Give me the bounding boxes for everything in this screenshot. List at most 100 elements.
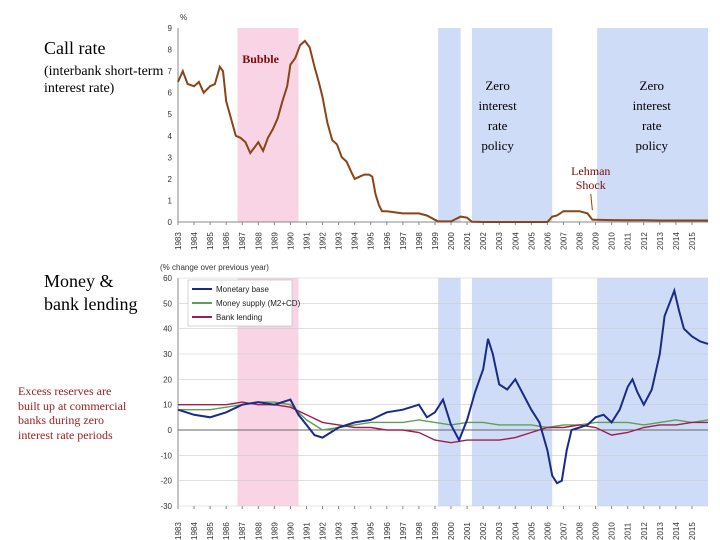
call-x-tick: 2006 [543, 232, 552, 250]
money-x-tick: 1986 [222, 522, 231, 540]
money-y-tick: -20 [160, 477, 172, 486]
call-x-tick: 2013 [656, 232, 665, 250]
money-y-unit: (% change over previous year) [160, 263, 269, 272]
money-x-tick: 1998 [415, 522, 424, 540]
call-x-tick: 2014 [672, 232, 681, 250]
call-x-tick: 1985 [206, 232, 215, 250]
zero-rate-annotation-1: interest [478, 98, 517, 113]
shade-top-zero-1 [438, 28, 461, 222]
shade-top-bubble-0 [237, 28, 299, 222]
call-x-tick: 1989 [270, 232, 279, 250]
series-line-monetary-base [177, 287, 709, 485]
call-x-tick: 1992 [319, 232, 328, 250]
call-x-tick: 2001 [463, 232, 472, 250]
call-x-tick: 1998 [415, 232, 424, 250]
call-rate-subtitle: (interbank short-term interest rate) [44, 64, 164, 96]
call-x-tick: 2002 [479, 232, 488, 250]
call-x-tick: 2011 [624, 232, 633, 250]
money-x-tick: 2008 [576, 522, 585, 540]
call-rate-line [177, 39, 708, 223]
money-x-tick: 2011 [624, 522, 633, 540]
lehman-annotation: Lehman [571, 164, 610, 178]
money-x-tick: 1988 [254, 522, 263, 540]
money-y-tick: 60 [163, 274, 172, 283]
zero-rate-annotation-2: interest [633, 98, 672, 113]
zero-rate-annotation-2: policy [636, 138, 669, 153]
money-x-tick: 1992 [319, 522, 328, 540]
call-y-tick: 3 [168, 153, 173, 162]
call-x-tick: 2007 [559, 232, 568, 250]
money-y-tick: 40 [163, 325, 172, 334]
money-x-tick: 1985 [206, 522, 215, 540]
call-x-tick: 1991 [302, 232, 311, 250]
money-y-tick: 30 [163, 350, 172, 359]
money-x-tick: 2003 [495, 522, 504, 540]
money-x-tick: 2015 [688, 522, 697, 540]
call-x-tick: 1984 [190, 232, 199, 250]
excess-reserves-note: Excess reserves are built up at commerci… [18, 384, 127, 442]
bubble-annotation: Bubble [242, 52, 279, 66]
money-x-tick: 1994 [351, 522, 360, 540]
money-x-tick: 1989 [270, 522, 279, 540]
money-y-tick: 20 [163, 375, 172, 384]
legend-label-money-supply-m2-cd: Money supply (M2+CD) [216, 299, 301, 308]
money-y-tick: 10 [163, 401, 172, 410]
call-x-tick: 2000 [447, 232, 456, 250]
call-x-tick: 1983 [174, 232, 183, 250]
money-x-tick: 1990 [286, 522, 295, 540]
call-x-tick: 1986 [222, 232, 231, 250]
call-x-tick: 2012 [640, 232, 649, 250]
money-x-tick: 1997 [399, 522, 408, 540]
call-x-tick: 1997 [399, 232, 408, 250]
money-x-tick: 2005 [527, 522, 536, 540]
call-x-tick: 1995 [367, 232, 376, 250]
money-y-tick: -30 [160, 502, 172, 511]
money-y-tick: 0 [168, 426, 173, 435]
money-x-tick: 1991 [302, 522, 311, 540]
call-y-tick: 4 [168, 132, 173, 141]
shade-bottom-zero-2 [471, 278, 553, 506]
money-x-tick: 2002 [479, 522, 488, 540]
series-line-bank-lending [178, 401, 708, 444]
call-y-tick: 5 [168, 110, 173, 119]
call-x-tick: 1999 [431, 232, 440, 250]
legend-label-monetary-base: Monetary base [216, 285, 269, 294]
lehman-pointer [590, 193, 593, 211]
call-y-tick: 9 [168, 24, 173, 33]
series-line-money-supply-m2-cd [178, 401, 709, 431]
call-x-tick: 1994 [351, 232, 360, 250]
zero-rate-annotation-1: rate [488, 118, 508, 133]
money-x-tick: 1983 [174, 522, 183, 540]
call-y-tick: 0 [168, 218, 173, 227]
call-y-tick: 2 [168, 175, 173, 184]
money-x-tick: 1996 [383, 522, 392, 540]
shade-top-zero-3 [597, 28, 708, 222]
call-x-tick: 1988 [254, 232, 263, 250]
money-y-tick: 50 [163, 299, 172, 308]
call-y-tick: 7 [168, 67, 173, 76]
call-x-tick: 1996 [383, 232, 392, 250]
money-lending-title: Money & bank lending [44, 271, 138, 314]
money-x-tick: 2009 [592, 522, 601, 540]
shade-top-zero-2 [471, 28, 553, 222]
call-x-tick: 1990 [286, 232, 295, 250]
call-y-unit: % [180, 13, 187, 22]
call-x-tick: 2003 [495, 232, 504, 250]
money-x-tick: 2006 [543, 522, 552, 540]
money-x-tick: 2010 [608, 522, 617, 540]
call-x-tick: 2009 [592, 232, 601, 250]
money-x-tick: 1999 [431, 522, 440, 540]
money-x-tick: 2012 [640, 522, 649, 540]
lehman-annotation: Shock [576, 178, 606, 192]
money-x-tick: 1993 [335, 522, 344, 540]
call-x-tick: 1993 [335, 232, 344, 250]
call-y-tick: 8 [168, 46, 173, 55]
money-x-tick: 1987 [238, 522, 247, 540]
money-x-tick: 2007 [559, 522, 568, 540]
zero-rate-annotation-2: rate [642, 118, 662, 133]
money-x-tick: 2014 [672, 522, 681, 540]
zero-rate-annotation-2: Zero [640, 78, 665, 93]
money-x-tick: 2001 [463, 522, 472, 540]
money-y-tick: -10 [160, 451, 172, 460]
